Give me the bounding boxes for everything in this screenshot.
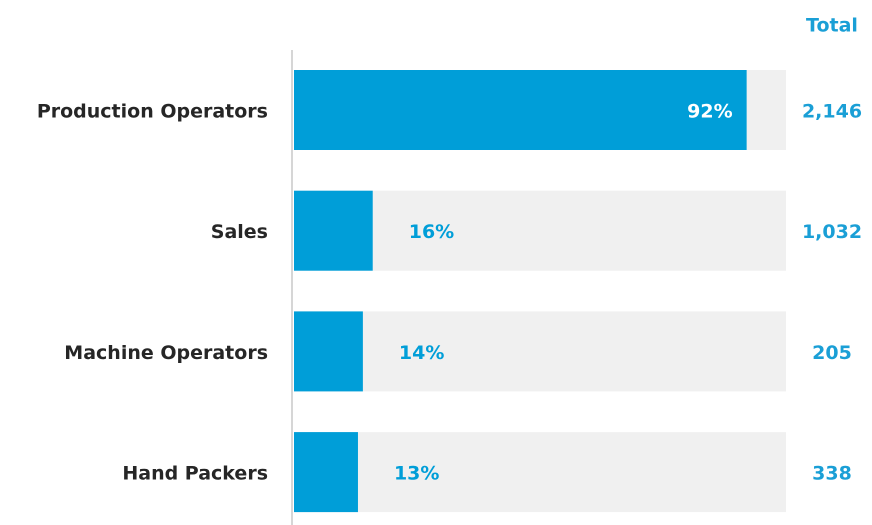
bar-track (294, 432, 786, 513)
total-label: 205 (812, 342, 852, 364)
value-label: 13% (394, 463, 439, 485)
value-label: 16% (409, 221, 454, 243)
bar (294, 432, 358, 513)
category-label: Hand Packers (122, 463, 268, 485)
bar (294, 190, 373, 271)
category-label: Production Operators (37, 101, 268, 123)
bar-track (294, 311, 786, 392)
bar (294, 311, 363, 392)
value-label: 92% (687, 101, 732, 123)
bar (294, 70, 747, 150)
category-label: Sales (211, 221, 268, 243)
total-label: 338 (812, 463, 852, 485)
value-label: 14% (399, 342, 444, 364)
totals-header: Total (806, 15, 858, 37)
bar-track (294, 190, 786, 271)
total-label: 1,032 (802, 221, 862, 243)
category-label: Machine Operators (64, 342, 268, 364)
total-label: 2,146 (802, 101, 862, 123)
